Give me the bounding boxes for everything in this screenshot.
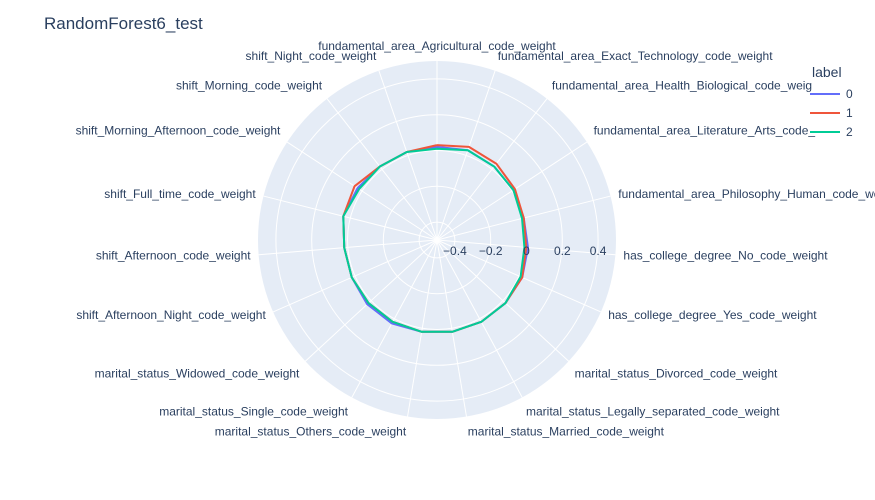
angular-gridline xyxy=(407,239,438,417)
angular-gridline xyxy=(272,239,438,313)
angular-tick-label: fundamental_area_Agricultural_code_weigh… xyxy=(318,39,556,53)
legend-item-1[interactable]: 1 xyxy=(810,103,853,122)
polar-grid xyxy=(258,61,616,419)
angular-tick-label: fundamental_area_Literature_Arts_code_ xyxy=(594,124,816,138)
angular-gridline xyxy=(436,70,496,241)
legend: label 0 1 2 xyxy=(810,64,853,141)
angular-tick-label: fundamental_area_Exact_Technology_code_w… xyxy=(498,49,774,63)
radial-tick-label: 0.2 xyxy=(554,244,571,258)
radial-tick-label: 0 xyxy=(523,244,530,258)
angular-tick-label: fundamental_area_Philosophy_Human_code_w… xyxy=(618,187,875,201)
radial-tick-label: 0.4 xyxy=(590,244,607,258)
angular-gridline xyxy=(351,239,438,398)
legend-swatch-0 xyxy=(810,92,840,95)
chart-title: RandomForest6_test xyxy=(44,14,203,33)
angular-gridline xyxy=(304,239,438,362)
series-line-2 xyxy=(342,147,526,333)
angular-tick-label: marital_status_Divorced_code_weight xyxy=(575,367,778,381)
angular-gridline xyxy=(378,70,438,241)
angular-gridline xyxy=(436,239,570,362)
angular-gridline xyxy=(263,195,438,241)
angular-tick-label: fundamental_area_Health_Biological_code_… xyxy=(552,78,812,92)
radial-tick-labels: −0.4 −0.2 0 0.2 0.4 xyxy=(443,244,607,258)
angular-gridline xyxy=(258,239,438,256)
angular-tick-label: shift_Afternoon_code_weight xyxy=(96,248,251,262)
angular-tick-labels: fundamental_area_Agricultural_code_weigh… xyxy=(76,39,875,438)
angular-gridline xyxy=(436,98,548,241)
angular-tick-label: marital_status_Married_code_weight xyxy=(468,424,665,438)
angular-gridline xyxy=(286,141,438,241)
legend-label-2: 2 xyxy=(846,124,853,139)
radial-tick-label: −0.4 xyxy=(443,244,467,258)
angular-tick-label: shift_Morning_code_weight xyxy=(176,78,323,92)
angular-tick-label: shift_Afternoon_Night_code_weight xyxy=(76,308,266,322)
angular-tick-label: shift_Night_code_weight xyxy=(246,49,377,63)
angular-gridline xyxy=(326,98,438,241)
angular-gridline xyxy=(436,239,467,417)
angular-gridline xyxy=(436,141,588,241)
angular-tick-label: has_college_degree_No_code_weight xyxy=(623,248,828,262)
series-lines xyxy=(342,144,529,333)
angular-tick-label: marital_status_Widowed_code_weight xyxy=(95,367,300,381)
legend-title: label xyxy=(812,64,842,80)
legend-item-2[interactable]: 2 xyxy=(810,122,853,141)
angular-tick-label: shift_Full_time_code_weight xyxy=(104,187,256,201)
angular-tick-label: has_college_degree_Yes_code_weight xyxy=(608,308,817,322)
angular-tick-label: shift_Morning_Afternoon_code_weight xyxy=(76,124,281,138)
angular-gridline xyxy=(436,239,523,398)
legend-label-1: 1 xyxy=(846,105,853,120)
angular-tick-label: marital_status_Single_code_weight xyxy=(159,405,348,419)
angular-tick-label: marital_status_Legally_separated_code_we… xyxy=(526,405,780,419)
legend-label-0: 0 xyxy=(846,86,853,101)
angular-gridline xyxy=(436,239,602,313)
legend-swatch-2 xyxy=(810,130,840,133)
angular-tick-label: marital_status_Others_code_weight xyxy=(215,424,407,438)
radial-tick-label: −0.2 xyxy=(479,244,503,258)
legend-swatch-1 xyxy=(810,111,840,114)
legend-item-0[interactable]: 0 xyxy=(810,84,853,103)
